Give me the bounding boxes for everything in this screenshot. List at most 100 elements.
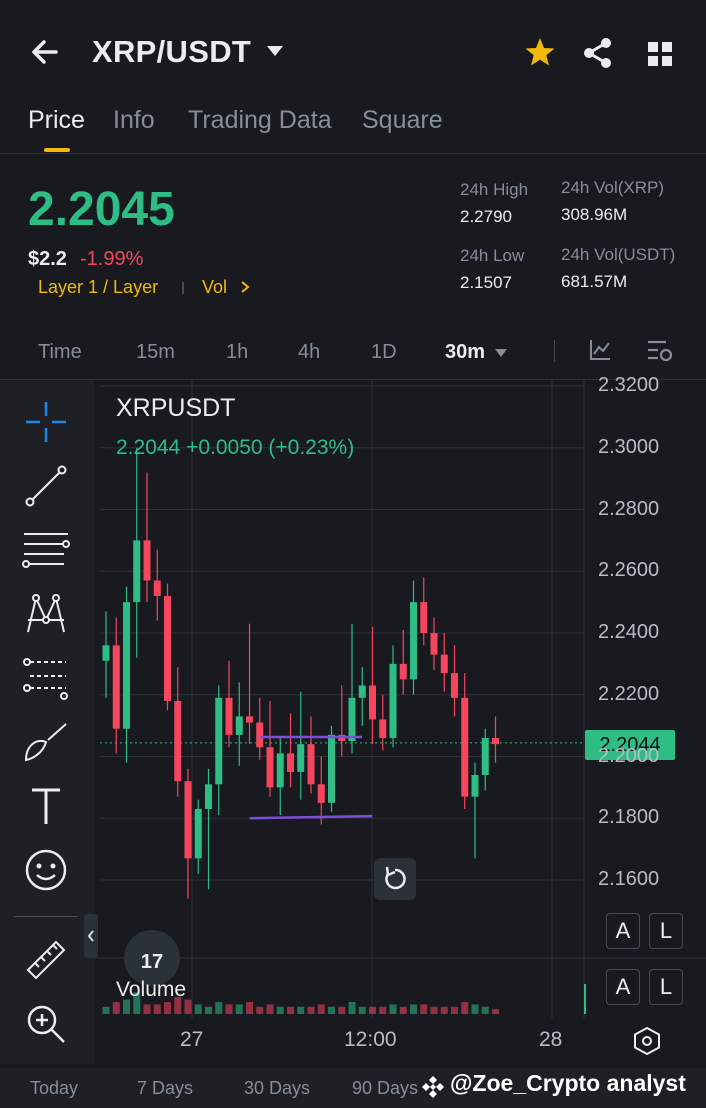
candle bbox=[328, 734, 335, 803]
reset-chart-button[interactable] bbox=[374, 858, 416, 900]
chart-settings-icon[interactable] bbox=[646, 338, 674, 364]
candle bbox=[430, 633, 438, 655]
stat-high-label: 24h High bbox=[460, 180, 529, 199]
volume-bar bbox=[133, 992, 141, 1014]
horizontal-lines-icon[interactable] bbox=[22, 526, 70, 574]
interval-15m[interactable]: 15m bbox=[136, 341, 175, 363]
pair-title[interactable]: XRP/USDT bbox=[92, 34, 252, 69]
volume-bar bbox=[123, 999, 130, 1014]
fiat-price: $2.2 bbox=[28, 248, 67, 270]
candle bbox=[153, 580, 161, 596]
interval-1h[interactable]: 1h bbox=[226, 341, 249, 363]
share-icon[interactable] bbox=[582, 36, 614, 70]
x-tick-label: 27 bbox=[180, 1028, 204, 1051]
interval-4h[interactable]: 4h bbox=[298, 341, 321, 363]
pattern-icon[interactable] bbox=[22, 590, 70, 638]
candle bbox=[492, 737, 499, 745]
candle bbox=[205, 784, 212, 809]
candle bbox=[256, 722, 264, 748]
tab-square[interactable]: Square bbox=[362, 106, 443, 134]
volume-bar bbox=[481, 1006, 489, 1014]
grid-icon[interactable] bbox=[646, 40, 674, 68]
y-tick-label: 2.3200 bbox=[598, 374, 660, 396]
volume-label: Volume bbox=[116, 978, 187, 1001]
volume-bar bbox=[164, 1002, 171, 1014]
volume-log-button[interactable]: L bbox=[649, 969, 683, 1005]
volume-bar bbox=[276, 1006, 284, 1014]
y-tick-label: 2.2400 bbox=[598, 621, 660, 643]
volume-bar bbox=[246, 1002, 253, 1014]
candle bbox=[389, 663, 397, 738]
interval-30m[interactable]: 30m bbox=[445, 341, 486, 363]
emoji-icon[interactable] bbox=[22, 846, 70, 894]
undo-icon bbox=[385, 866, 406, 890]
crosshair-icon[interactable] bbox=[22, 398, 70, 446]
ruler-icon[interactable] bbox=[22, 936, 70, 984]
volume-bar bbox=[389, 1004, 397, 1014]
period-90-days[interactable]: 90 Days bbox=[352, 1078, 419, 1098]
candle bbox=[225, 697, 233, 735]
tab-price[interactable]: Price bbox=[28, 106, 85, 134]
candle bbox=[174, 700, 182, 782]
chart-last-line: 2.2044 +0.0050 (+0.23%) bbox=[116, 436, 355, 459]
volume-bar bbox=[235, 1004, 243, 1014]
chevron-right-icon[interactable] bbox=[240, 280, 250, 294]
tab-info[interactable]: Info bbox=[113, 106, 155, 134]
fib-icon[interactable] bbox=[22, 654, 70, 702]
tab-trading-data[interactable]: Trading Data bbox=[188, 106, 332, 134]
candle bbox=[184, 781, 192, 859]
y-tick-label: 2.2200 bbox=[598, 682, 660, 705]
stat-low-label: 24h Low bbox=[460, 246, 525, 265]
zoom-in-icon[interactable] bbox=[22, 1000, 70, 1048]
candle bbox=[461, 697, 469, 797]
period-7-days[interactable]: 7 Days bbox=[137, 1078, 194, 1098]
x-tick-label: 12:00 bbox=[344, 1028, 397, 1051]
period-30-days[interactable]: 30 Days bbox=[244, 1078, 311, 1098]
chevron-down-icon[interactable] bbox=[266, 44, 284, 58]
volume-bar bbox=[317, 1004, 325, 1014]
tab-bar: Price Info Trading Data Square bbox=[0, 100, 706, 154]
brush-icon[interactable] bbox=[22, 718, 70, 766]
watermark: @Zoe_Crypto analyst bbox=[450, 1070, 686, 1096]
stat-vol-quote-label: 24h Vol(USDT) bbox=[561, 245, 676, 264]
vol-link[interactable]: Vol bbox=[202, 277, 228, 297]
interval-time[interactable]: Time bbox=[38, 341, 82, 363]
collapse-toolbar-button[interactable] bbox=[84, 914, 98, 958]
volume-bar bbox=[328, 1006, 335, 1014]
candle bbox=[471, 775, 479, 797]
candle bbox=[451, 673, 458, 698]
indicator-icon[interactable] bbox=[588, 338, 612, 362]
volume-bar bbox=[430, 1006, 438, 1014]
volume-badge-label: 17 bbox=[141, 951, 163, 973]
divider bbox=[554, 340, 555, 362]
interval-bar: Time 15m 1h 4h 1D 30m bbox=[0, 326, 706, 380]
candle bbox=[348, 697, 356, 742]
current-price-tag: 2.2044 bbox=[585, 730, 675, 760]
candlestick-chart[interactable]: 17 bbox=[94, 380, 706, 1064]
candle bbox=[379, 719, 387, 738]
stat-low-value: 2.1507 bbox=[460, 273, 512, 292]
text-tool-icon[interactable] bbox=[22, 782, 70, 830]
volume-bar bbox=[451, 1006, 458, 1014]
candle bbox=[440, 654, 448, 674]
hexagon-settings-icon[interactable] bbox=[632, 1026, 662, 1056]
volume-auto-button[interactable]: A bbox=[606, 969, 640, 1005]
star-icon[interactable] bbox=[524, 36, 556, 68]
auto-scale-button[interactable]: A bbox=[606, 913, 640, 949]
back-arrow-icon[interactable] bbox=[26, 30, 66, 74]
trend-line-icon[interactable] bbox=[22, 462, 70, 510]
y-tick-label: 2.3000 bbox=[598, 435, 660, 458]
chevron-down-icon[interactable] bbox=[494, 348, 508, 358]
period-footer: Today 7 Days 30 Days 90 Days bbox=[0, 1068, 706, 1108]
log-scale-button[interactable]: L bbox=[649, 913, 683, 949]
period-today[interactable]: Today bbox=[30, 1078, 79, 1098]
stat-vol-base-value: 308.96M bbox=[561, 205, 628, 224]
volume-bar bbox=[112, 1002, 120, 1014]
category-tag[interactable]: Layer 1 / Layer bbox=[38, 277, 159, 297]
drawn-trendline bbox=[249, 814, 373, 820]
candle bbox=[287, 753, 294, 772]
volume-bar bbox=[420, 1004, 428, 1014]
y-tick-label: 2.2600 bbox=[598, 559, 660, 582]
interval-1d[interactable]: 1D bbox=[371, 341, 397, 363]
candle bbox=[123, 602, 130, 729]
